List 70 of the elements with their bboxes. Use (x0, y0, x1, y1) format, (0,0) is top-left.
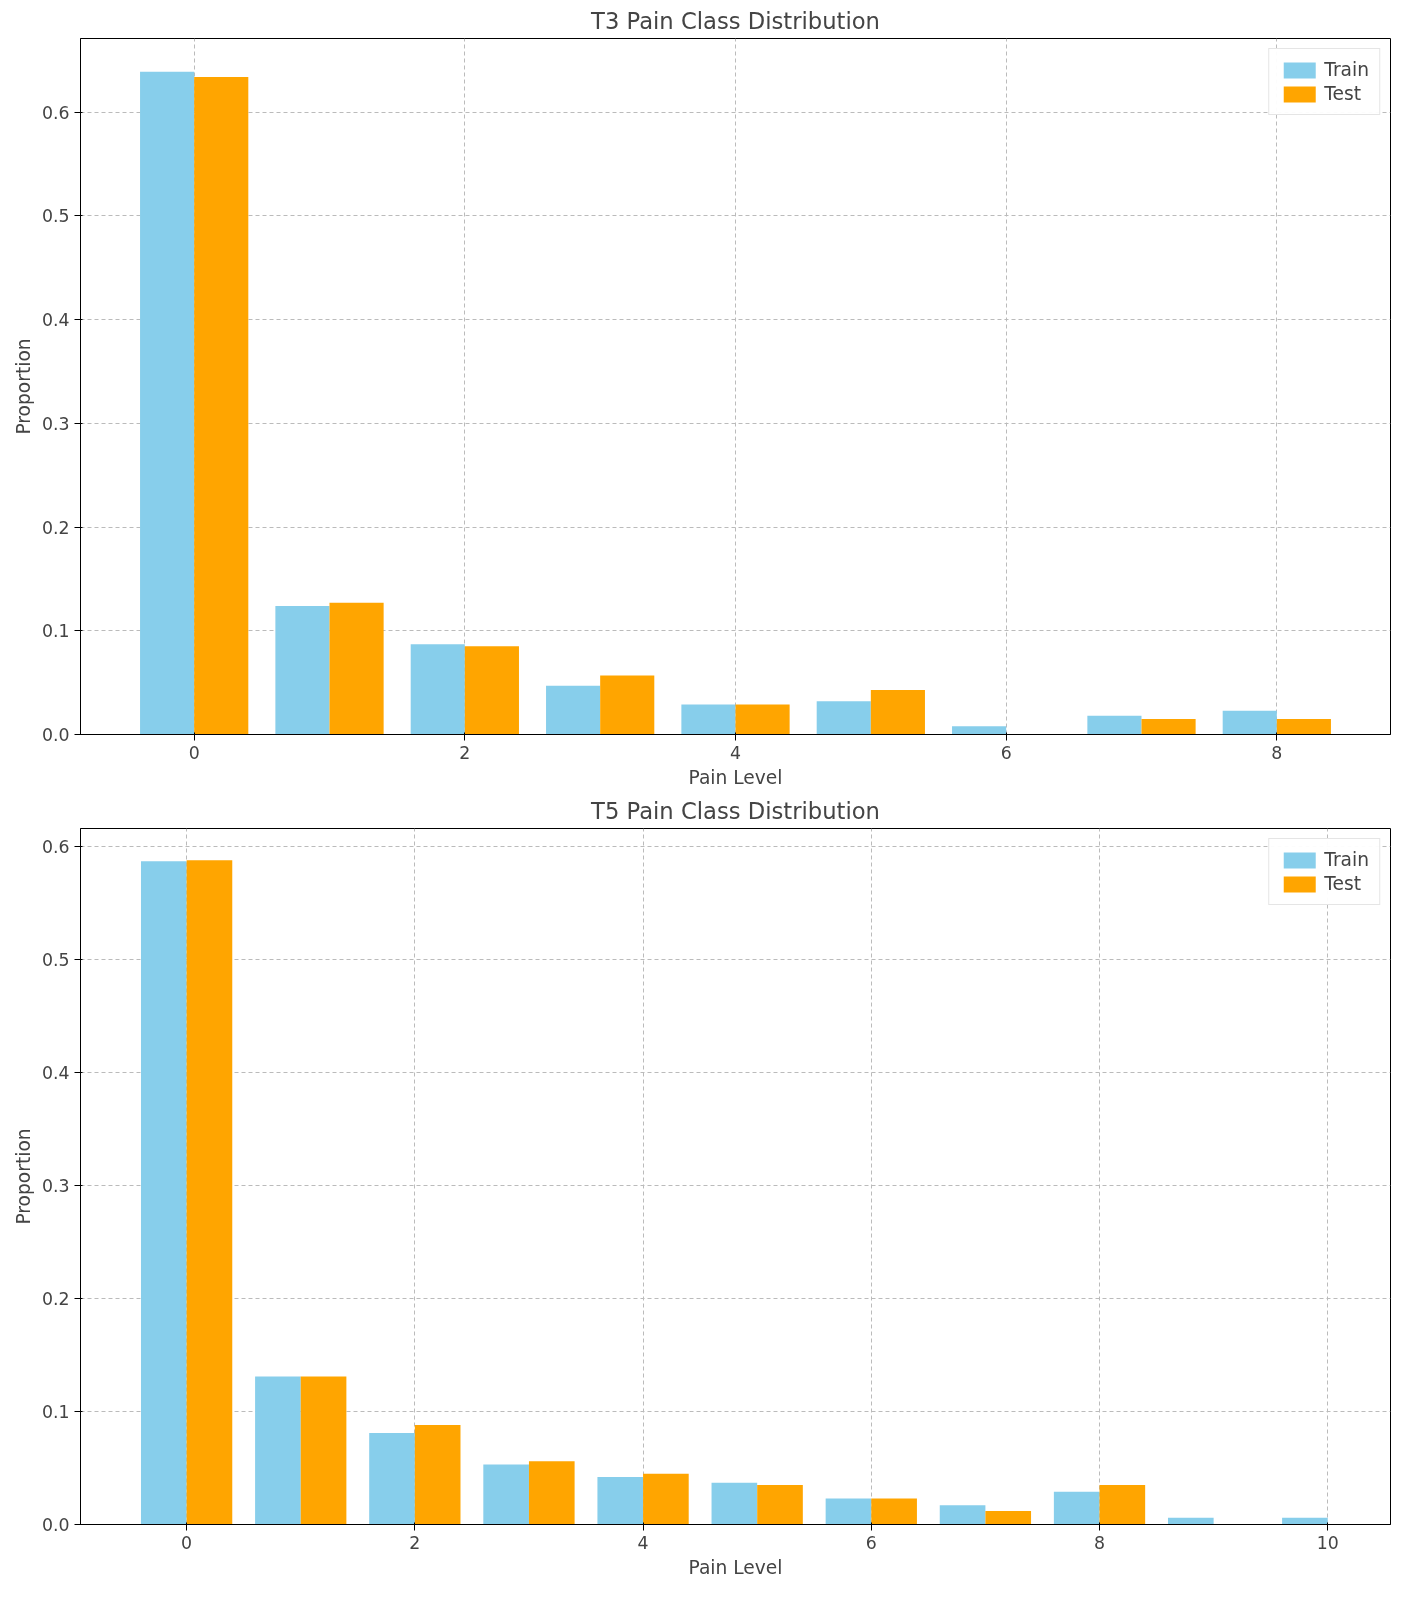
bar (735, 704, 790, 735)
x-axis-title: Pain Level (688, 1556, 783, 1578)
bar (464, 646, 519, 735)
y-tick-label: 0.2 (41, 517, 70, 538)
bar (1053, 1491, 1100, 1525)
x-tick-label: 0 (181, 1532, 193, 1553)
bar (140, 71, 195, 735)
bar (546, 685, 601, 735)
bar (194, 76, 249, 735)
y-tick-label: 0.5 (41, 206, 70, 227)
bar (816, 701, 871, 735)
y-tick-label: 0.0 (41, 1515, 70, 1535)
bar (825, 1498, 872, 1525)
chart-title: T3 Pain Class Distribution (590, 7, 880, 34)
bar (711, 1482, 758, 1525)
bar (528, 1461, 575, 1525)
y-tick-label: 0.4 (41, 310, 70, 331)
x-tick-label: 4 (637, 1532, 649, 1553)
x-tick-label: 8 (1271, 742, 1283, 763)
bar (1222, 710, 1277, 735)
y-tick-label: 0.0 (41, 725, 70, 745)
bar (186, 860, 233, 1525)
x-tick-label: 8 (1094, 1532, 1106, 1553)
y-axis-title: Proportion (12, 1128, 34, 1225)
bar (952, 726, 1007, 735)
bar (939, 1505, 986, 1525)
bar (757, 1484, 803, 1525)
bar (1087, 715, 1142, 735)
y-tick-label: 0.3 (41, 413, 70, 434)
y-tick-label: 0.1 (41, 621, 70, 642)
x-tick-label: 0 (188, 742, 200, 763)
bar (255, 1376, 301, 1525)
legend-label: Train (1324, 849, 1369, 870)
bar (643, 1473, 689, 1525)
bar (871, 1498, 917, 1525)
x-tick-label: 4 (729, 742, 742, 763)
y-tick-label: 0.6 (41, 102, 70, 123)
y-tick-label: 0.4 (41, 1063, 70, 1084)
chart-title: T5 Pain Class Distribution (590, 797, 880, 824)
y-tick-label: 0.2 (41, 1289, 70, 1310)
bar (275, 605, 330, 735)
bar (985, 1510, 1032, 1525)
y-tick-label: 0.6 (41, 837, 70, 858)
y-tick-label: 0.5 (41, 950, 70, 971)
x-tick-label: 10 (1316, 1532, 1339, 1553)
bar (597, 1477, 644, 1525)
x-tick-label: 2 (459, 742, 471, 763)
y-tick-label: 0.1 (41, 1402, 70, 1423)
bar (140, 861, 187, 1525)
x-tick-label: 6 (865, 1532, 877, 1553)
y-axis-title: Proportion (12, 338, 34, 435)
bar (681, 704, 736, 735)
x-tick-label: 2 (409, 1532, 421, 1553)
bar (369, 1432, 415, 1525)
bar (1141, 718, 1196, 735)
bar (300, 1376, 347, 1525)
bar (1276, 718, 1331, 735)
x-axis-title: Pain Level (688, 766, 783, 788)
bar (870, 689, 925, 735)
legend-label: Test (1324, 873, 1361, 894)
y-tick-label: 0.3 (41, 1176, 70, 1197)
legend-label: Train (1324, 59, 1369, 80)
bar (483, 1464, 529, 1525)
bar (410, 644, 465, 735)
legend-label: Test (1324, 83, 1361, 104)
x-tick-label: 6 (1000, 742, 1012, 763)
bar (1099, 1484, 1146, 1525)
bar (414, 1425, 461, 1525)
bar (329, 602, 384, 735)
bar (600, 675, 655, 735)
